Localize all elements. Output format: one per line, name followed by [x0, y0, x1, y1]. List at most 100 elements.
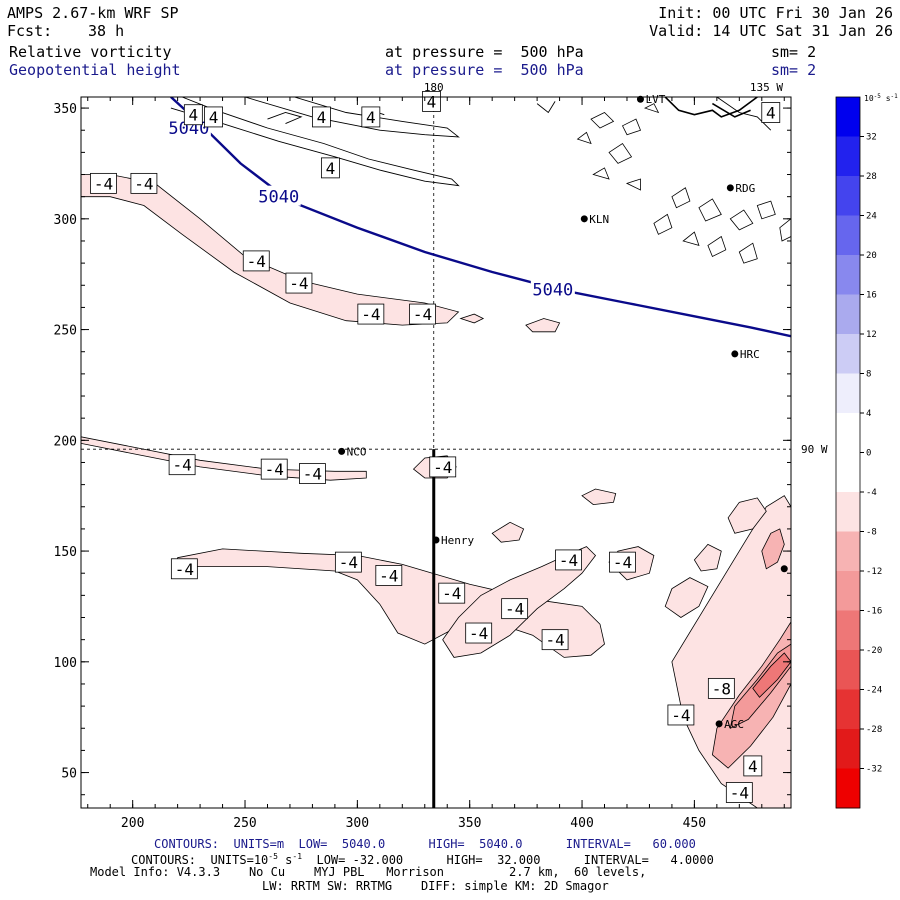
contour-label-19: -4: [379, 566, 398, 585]
height-label-bg-2: [530, 278, 575, 299]
small-contour-3: [671, 187, 691, 209]
x-tick-label-250: 250: [233, 816, 256, 831]
colorbar-unit-exp: -5: [874, 93, 882, 100]
station-dot-RDG: [726, 184, 734, 192]
colorbar-segment-0: [836, 97, 860, 137]
contour-label-box-8: [130, 172, 158, 194]
colorbar-segment-4: [836, 255, 860, 295]
small-contour-15: [643, 103, 660, 114]
station-dot-7: [780, 565, 788, 573]
colorbar-segment-3: [836, 215, 860, 256]
footer-height-info: CONTOURS: UNITS=m LOW= 5040.0 HIGH= 5040…: [154, 837, 696, 851]
colorbar-unit-base: 10: [864, 94, 874, 103]
contour-label-10: -4: [289, 274, 308, 293]
contour-label-box-28: [743, 755, 763, 777]
colorbar-label-0: 32: [866, 133, 877, 143]
y-tick-label-50: 50: [61, 767, 77, 782]
positive-vorticity-contours: [170, 97, 772, 187]
contour-label-24: -4: [469, 624, 488, 643]
vorticity-region-13: [459, 313, 485, 324]
contour-label-box-0: [183, 104, 203, 126]
footer-vort-prefix: CONTOURS: UNITS=10: [131, 853, 269, 867]
colorbar-unit: 10-5 s-1: [864, 93, 898, 103]
contour-label-4: 4: [427, 92, 437, 111]
colorbar-label-14: -24: [866, 686, 882, 696]
footer-physics-info: LW: RRTM SW: RRTMG DIFF: simple KM: 2D S…: [262, 879, 609, 893]
small-contour-4: [698, 198, 722, 222]
contour-label-6: 4: [326, 159, 336, 178]
colorbar-label-12: -16: [866, 607, 882, 617]
contour-label-box-6: [320, 157, 340, 179]
vorticity-region-7: [664, 577, 709, 618]
small-contour-13: [625, 178, 641, 191]
vorticity-region-11: [693, 543, 722, 572]
x-tick-label-450: 450: [683, 816, 706, 831]
y-tick-label-150: 150: [54, 545, 77, 560]
positive-contour-5: [716, 97, 772, 131]
field2-name: Geopotential height: [9, 61, 181, 79]
station-dot-HRC: [731, 350, 739, 358]
colorbar-label-2: 24: [866, 212, 877, 222]
contour-label-3: 4: [366, 108, 376, 127]
contour-label-box-3: [361, 106, 381, 128]
station-label-kln: KLN: [589, 213, 609, 226]
contour-label-box-19: [375, 565, 403, 586]
contour-label-box-13: [168, 454, 196, 476]
contour-label-18: -4: [339, 553, 358, 572]
colorbar-segment-17: [836, 768, 860, 809]
contour-label-2: 4: [317, 108, 327, 127]
forecast-label: Fcst:: [7, 22, 53, 40]
meridian-135w-label: 135 W: [750, 81, 783, 94]
small-contour-14: [576, 131, 592, 145]
contour-label-12: -4: [413, 305, 432, 324]
contour-label-box-15: [299, 463, 326, 484]
colorbar-label-1: 28: [866, 172, 877, 182]
contour-label-box-24: [465, 622, 493, 644]
small-contour-12: [592, 167, 610, 180]
y-tick-label-100: 100: [54, 656, 77, 671]
init-time: Init: 00 UTC Fri 30 Jan 26: [658, 4, 893, 22]
small-contour-0: [590, 112, 615, 129]
colorbar-label-7: 4: [866, 409, 871, 419]
colorbar-label-8: 0: [866, 449, 871, 459]
contour-label-box-22: [609, 551, 636, 573]
contour-label-21: -4: [559, 551, 578, 570]
colorbar-label-15: -28: [866, 725, 882, 735]
colorbar-segment-11: [836, 531, 860, 572]
forecast-value: 38 h: [88, 22, 125, 40]
station-dot-KLN: [580, 215, 588, 223]
meridian-180-label: 180: [424, 81, 444, 94]
small-contour-11: [682, 231, 700, 246]
contour-label-11: -4: [361, 305, 380, 324]
colorbar-label-16: -32: [866, 765, 882, 775]
vorticity-region-12: [525, 318, 561, 333]
contour-label-box-4: [422, 91, 441, 112]
colorbar-label-11: -12: [866, 567, 882, 577]
contour-label-box-27: [667, 704, 695, 726]
colorbar-segment-13: [836, 610, 860, 651]
contour-label-box-18: [334, 551, 362, 573]
x-tick-label-200: 200: [121, 816, 144, 831]
y-tick-label-300: 300: [54, 213, 77, 228]
contour-label-15: -4: [303, 465, 322, 484]
station-dot-NCO: [338, 447, 346, 455]
contour-label-box-25: [541, 629, 569, 651]
small-contour-8: [653, 213, 673, 235]
small-contour-1: [621, 118, 642, 136]
contour-label-5: 4: [766, 104, 776, 123]
colorbar: 322824201612840-4-8-12-16-20-24-28-3210-…: [835, 93, 898, 809]
contour-label-16: -4: [433, 458, 452, 477]
field2-smoothing: sm= 2: [771, 61, 817, 79]
station-dot-AGC: [715, 720, 723, 728]
station-label-rdg: RDG: [735, 182, 755, 195]
contour-label-9: -4: [247, 252, 266, 271]
station-label-lvt: LVT: [645, 93, 665, 106]
colorbar-segment-10: [836, 492, 860, 532]
lat-lon-grid: 180 135 W 90 W: [81, 81, 828, 808]
contour-label-1: 4: [209, 108, 219, 127]
colorbar-segment-16: [836, 729, 860, 769]
contour-label-box-17: [170, 558, 198, 580]
footer-vort-exp2: -1: [292, 852, 303, 861]
